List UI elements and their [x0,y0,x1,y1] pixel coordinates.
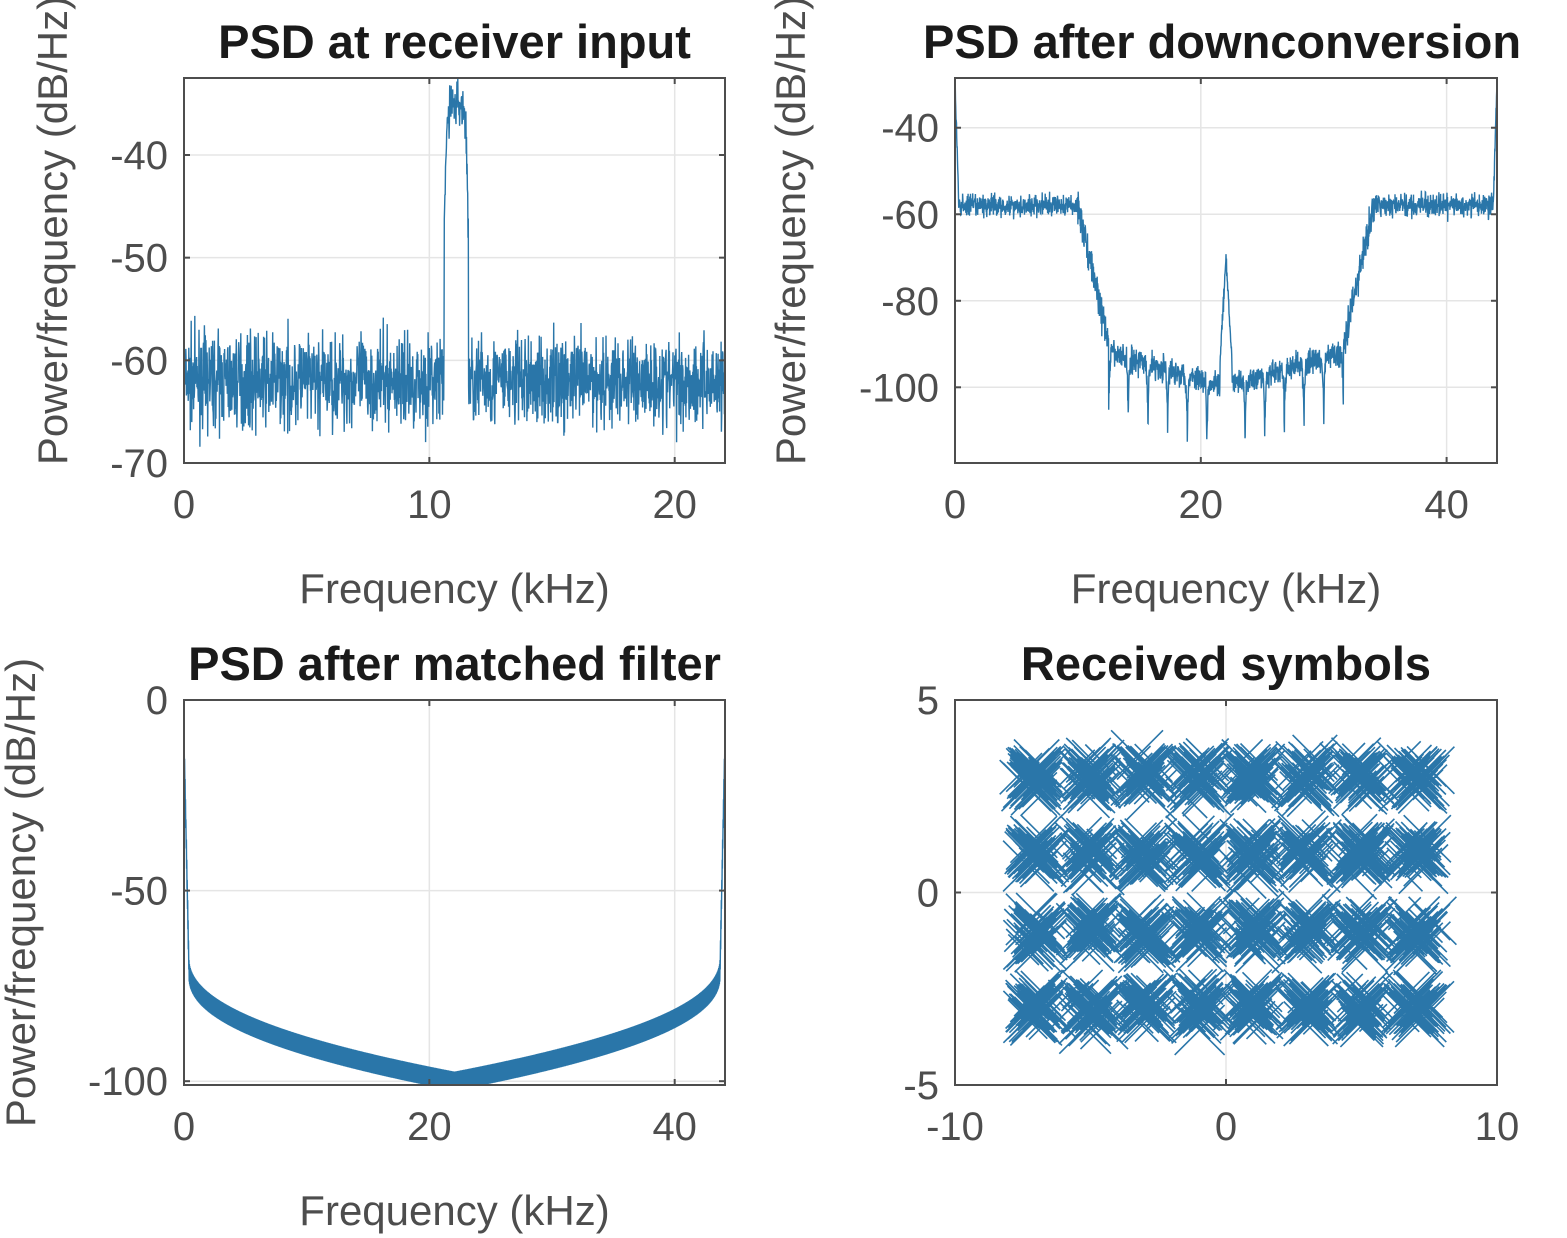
y-tick-label: -40 [110,134,168,178]
series-group [184,78,725,447]
series-group [999,729,1457,1056]
y-tick-label: 5 [917,679,939,723]
axes-box [954,77,1498,464]
chart-title: PSD after matched filter [188,637,721,690]
psd-line [184,738,725,1085]
x-axis-label: Frequency (kHz) [299,565,609,612]
subplot-4: -10 0 10 5 0 -5 Received symbols [903,637,1519,1149]
x-tick-label: 0 [944,483,966,527]
subplot-3: 0 20 40 0 -50 -100 PSD after matched filter Fre… [0,637,726,1234]
y-tick-label: -60 [110,339,168,383]
x-tick-label: -10 [926,1105,984,1149]
y-tick-label: -50 [110,870,168,914]
y-tick-label: -50 [110,237,168,281]
x-tick-label: 20 [1179,483,1224,527]
chart-title: PSD at receiver input [218,15,691,68]
psd-line [955,78,1497,442]
y-axis-label: Power/frequency (dB/Hz) [767,0,814,465]
x-tick-label: 40 [1424,483,1469,527]
y-tick-label: -100 [859,366,939,410]
y-tick-label: -5 [903,1064,939,1108]
y-tick-label: 0 [146,679,168,723]
plot-area [184,78,725,463]
x-tick-label: 10 [407,483,452,527]
x-tick-label: 20 [407,1105,452,1149]
axes-box [183,77,726,464]
x-tick-label: 0 [173,1105,195,1149]
chart-title: Received symbols [1021,637,1431,690]
x-tick-label: 10 [1475,1105,1520,1149]
y-tick-label: -60 [881,193,939,237]
y-tick-label: 0 [917,872,939,916]
x-tick-label: 0 [173,483,195,527]
subplot-1: 0 10 20 -40 -50 -60 -70 PSD at receiver input Fr… [29,0,726,612]
x-axis-label: Frequency (kHz) [299,1187,609,1234]
series-group [184,738,725,1085]
chart-title: PSD after downconversion [923,15,1521,68]
y-tick-label: -70 [110,442,168,486]
y-tick-label: -100 [88,1060,168,1104]
x-tick-label: 40 [652,1105,697,1149]
psd-line [184,78,725,447]
subplot-2: 0 20 40 -40 -60 -80 -100 PSD after downconversi… [767,0,1521,612]
y-tick-label: -80 [881,280,939,324]
x-axis-label: Frequency (kHz) [1071,565,1381,612]
axes-box [183,699,726,1086]
y-axis-label: Power/frequency (dB/Hz) [0,658,44,1127]
y-axis-label: Power/frequency (dB/Hz) [29,0,76,465]
x-tick-label: 0 [1215,1105,1237,1149]
series-group [955,78,1497,442]
plot-area [184,700,725,1085]
symbol-markers [999,729,1457,1056]
x-tick-label: 20 [652,483,697,527]
y-tick-label: -40 [881,107,939,151]
